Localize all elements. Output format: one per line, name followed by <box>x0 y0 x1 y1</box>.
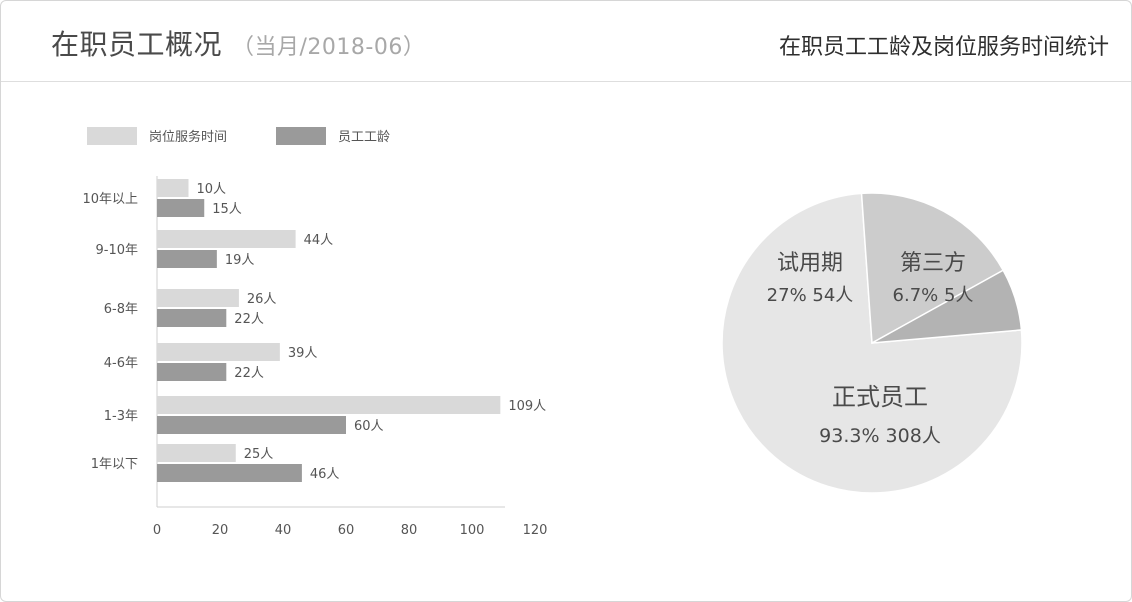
bar-value-label: 109人 <box>508 399 546 414</box>
legend-swatch <box>87 127 137 145</box>
x-tick-label: 20 <box>212 523 229 538</box>
pie-slice-value: 93.3% 308人 <box>819 425 941 447</box>
category-label: 4-6年 <box>104 356 138 371</box>
bar-value-label: 44人 <box>304 233 334 248</box>
bar-value-label: 22人 <box>234 312 264 327</box>
bar <box>157 363 227 381</box>
bar-value-label: 19人 <box>225 253 255 268</box>
bar <box>157 199 205 217</box>
pie-chart: 正式员工 93.3% 308人 试用期 27% 54人 第三方 6.7% 5人 <box>721 192 1023 494</box>
pie-slice-value: 27% 54人 <box>767 285 854 306</box>
title-period: （当月/2018-06） <box>232 35 426 60</box>
pie-slice-label: 第三方 <box>900 251 966 276</box>
x-tick-label: 120 <box>523 523 548 538</box>
bar <box>157 179 189 197</box>
category-label: 9-10年 <box>95 243 138 258</box>
chart-section-title: 在职员工工龄及岗位服务时间统计 <box>778 35 1109 60</box>
bar-chart: 岗位服务时间 员工工龄 10年以上 10人 15人 9-10年 44人 19人 6-8年 26人 2… <box>82 127 547 538</box>
bar-value-label: 15人 <box>212 202 242 217</box>
card-header: 在职员工概况 （当月/2018-06） 在职员工工龄及岗位服务时间统计 <box>1 1 1131 82</box>
bar <box>157 289 239 307</box>
page-title: 在职员工概况 （当月/2018-06） <box>51 23 425 63</box>
bar-value-label: 26人 <box>247 292 277 307</box>
pie-slice-label: 试用期 <box>777 251 843 276</box>
title-text: 在职员工概况 <box>51 28 223 61</box>
bar <box>157 396 501 414</box>
x-tick-label: 40 <box>275 523 292 538</box>
bar-value-label: 10人 <box>197 182 227 197</box>
x-tick-label: 60 <box>338 523 355 538</box>
bar <box>157 230 296 248</box>
bar <box>157 250 217 268</box>
legend-swatch <box>276 127 326 145</box>
bar <box>157 444 236 462</box>
bar <box>157 464 302 482</box>
bar-value-label: 60人 <box>354 419 384 434</box>
category-label: 1-3年 <box>104 409 138 424</box>
x-tick-label: 100 <box>460 523 485 538</box>
category-label: 6-8年 <box>104 302 138 317</box>
bar <box>157 416 346 434</box>
bar-value-label: 25人 <box>244 447 274 462</box>
bar <box>157 309 227 327</box>
legend-label: 员工工龄 <box>338 130 390 145</box>
x-tick-label: 0 <box>153 523 161 538</box>
bar-value-label: 39人 <box>288 346 318 361</box>
bar <box>157 343 280 361</box>
bar-value-label: 22人 <box>234 366 264 381</box>
pie-slice <box>860 192 1005 345</box>
bar-value-label: 46人 <box>310 467 340 482</box>
pie-slice-label: 正式员工 <box>832 383 928 411</box>
pie-slice <box>871 269 1023 344</box>
category-label: 10年以上 <box>82 192 138 207</box>
legend-label: 岗位服务时间 <box>149 129 227 145</box>
pie-slice-value: 6.7% 5人 <box>893 285 974 306</box>
category-label: 1年以下 <box>91 457 138 472</box>
x-tick-label: 80 <box>401 523 418 538</box>
